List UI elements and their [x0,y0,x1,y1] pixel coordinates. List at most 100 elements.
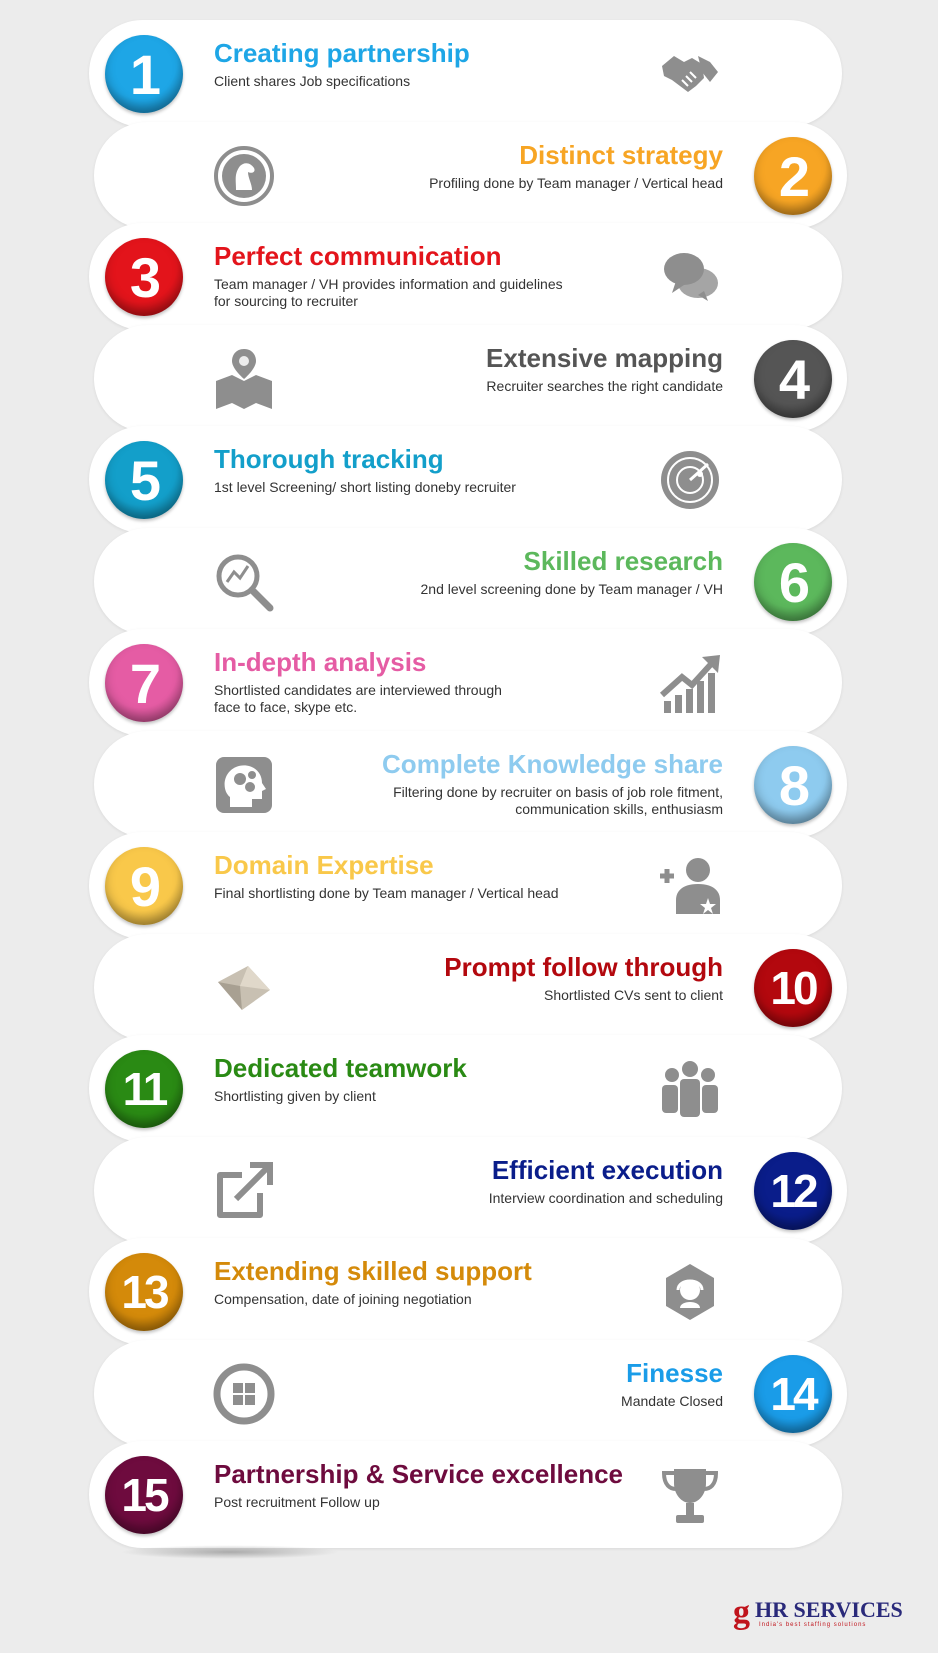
step-12: 12 Efficient execution Interview coordinat… [0,1137,938,1255]
step-number-badge: 3 [105,238,183,316]
step-description: Recruiter searches the right candidate [486,378,723,394]
step-text: Skilled research 2nd level screening done… [293,544,723,598]
step-2: 2 Distinct strategy Profiling done by Team… [0,122,938,240]
step-7: 7 In-depth analysis Shortlisted candidates… [0,629,938,747]
step-6: 6 Skilled research 2nd level screening don… [0,528,938,646]
step-title: In-depth analysis [214,647,427,677]
step-number-badge: 11 [105,1050,183,1128]
step-10: 10 Prompt follow through Shortlisted CVs s… [0,934,938,1052]
step-13: 13 Extending skilled support Compensation,… [0,1238,938,1356]
step-title: Skilled research [523,546,723,576]
step-title: Extending skilled support [214,1256,532,1286]
step-card-shadow [120,1545,340,1559]
step-card [94,122,847,229]
step-text: In-depth analysis Shortlisted candidates … [214,645,644,716]
step-number-badge: 7 [105,644,183,722]
step-title: Dedicated teamwork [214,1053,467,1083]
step-description: 1st level Screening/ short listing doneb… [214,479,516,495]
step-description: Compensation, date of joining negotiatio… [214,1291,472,1307]
step-description: Shortlisted candidates are interviewed t… [214,682,502,715]
step-text: Extensive mapping Recruiter searches the … [293,341,723,395]
step-card [89,1441,842,1548]
step-title: Complete Knowledge share [382,749,723,779]
step-description: Team manager / VH provides information a… [214,276,563,309]
map-pin-icon [212,347,276,411]
step-1: 1 Creating partnership Client shares Job s… [0,20,938,138]
step-number-badge: 10 [754,949,832,1027]
step-title: Perfect communication [214,241,502,271]
step-number-badge: 12 [754,1152,832,1230]
step-card [89,223,842,330]
logo-tagline: India's best staffing solutions [759,1622,867,1628]
step-number-badge: 15 [105,1456,183,1534]
step-text: Complete Knowledge share Filtering done b… [293,747,723,818]
team-icon [658,1057,722,1121]
step-9: 9 Domain Expertise Final shortlisting done… [0,832,938,950]
grid-circle-icon [212,1362,276,1426]
step-text: Domain Expertise Final shortlisting done … [214,848,644,902]
step-description: Filtering done by recruiter on basis of … [393,784,723,817]
growth-chart-icon [658,651,722,715]
step-card [89,1238,842,1345]
company-logo: g HR SERVICES India's best staffing solu… [733,1596,913,1632]
chat-bubbles-icon [658,245,722,309]
step-text: Extending skilled support Compensation, d… [214,1254,644,1308]
step-4: 4 Extensive mapping Recruiter searches the… [0,325,938,443]
step-number-badge: 14 [754,1355,832,1433]
step-text: Perfect communication Team manager / VH p… [214,239,644,310]
trophy-icon [658,1463,722,1527]
step-number-badge: 4 [754,340,832,418]
step-14: 14 Finesse Mandate Closed [0,1340,938,1458]
step-11: 11 Dedicated teamwork Shortlisting given b… [0,1035,938,1153]
step-description: Shortlisting given by client [214,1088,376,1104]
step-text: Thorough tracking 1st level Screening/ sh… [214,442,644,496]
step-15: 15 Partnership & Service excellence Post r… [0,1441,938,1559]
logo-mark: g [733,1594,750,1631]
step-description: Client shares Job specifications [214,73,411,89]
step-description: Mandate Closed [621,1393,723,1409]
step-title: Efficient execution [491,1155,723,1185]
step-description: Final shortlisting done by Team manager … [214,885,559,901]
handshake-icon [658,42,722,106]
step-number-badge: 9 [105,847,183,925]
step-text: Partnership & Service excellence Post rec… [214,1457,644,1511]
step-card [94,325,847,432]
add-user-star-icon [658,854,722,918]
external-link-icon [212,1159,276,1223]
step-text: Finesse Mandate Closed [293,1356,723,1410]
logo-brand: HR SERVICES [755,1597,903,1622]
step-number-badge: 8 [754,746,832,824]
step-number-badge: 6 [754,543,832,621]
magnifier-chart-icon [212,550,276,614]
radar-icon [658,448,722,512]
support-headset-icon [658,1260,722,1324]
step-title: Finesse [626,1358,723,1388]
step-number-badge: 13 [105,1253,183,1331]
step-text: Creating partnership Client shares Job sp… [214,36,644,90]
step-description: Profiling done by Team manager / Vertica… [429,175,723,191]
step-title: Creating partnership [214,38,470,68]
step-text: Distinct strategy Profiling done by Team … [293,138,723,192]
step-3: 3 Perfect communication Team manager / VH … [0,223,938,341]
step-text: Prompt follow through Shortlisted CVs sen… [293,950,723,1004]
step-title: Partnership & Service excellence [214,1459,624,1489]
brain-gears-icon [212,753,276,817]
envelope-icon [212,956,276,1020]
step-card [89,832,842,939]
step-description: 2nd level screening done by Team manager… [420,581,723,597]
step-title: Extensive mapping [486,343,723,373]
step-title: Distinct strategy [519,140,723,170]
step-title: Prompt follow through [444,952,723,982]
step-description: Post recruitment Follow up [214,1494,380,1510]
step-description: Shortlisted CVs sent to client [544,987,723,1003]
step-number-badge: 5 [105,441,183,519]
step-number-badge: 1 [105,35,183,113]
step-title: Thorough tracking [214,444,444,474]
step-title: Domain Expertise [214,850,434,880]
chess-knight-icon [212,144,276,208]
step-text: Efficient execution Interview coordinatio… [293,1153,723,1207]
step-8: 8 Complete Knowledge share Filtering done … [0,731,938,849]
step-description: Interview coordination and scheduling [488,1190,723,1206]
step-text: Dedicated teamwork Shortlisting given by … [214,1051,644,1105]
